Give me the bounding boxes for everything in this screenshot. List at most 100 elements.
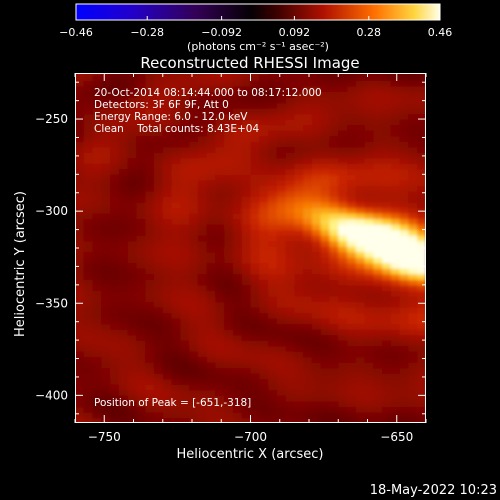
heat-cell bbox=[382, 240, 392, 247]
heat-cell bbox=[206, 174, 217, 181]
heat-cell bbox=[92, 329, 102, 336]
heat-cell bbox=[92, 395, 102, 402]
heat-cell bbox=[311, 356, 322, 363]
heat-cell bbox=[417, 334, 426, 341]
heat-cell bbox=[241, 74, 252, 81]
heat-cell bbox=[417, 400, 426, 408]
heat-cell bbox=[294, 312, 304, 319]
heat-cell bbox=[215, 163, 225, 170]
heat-cell bbox=[373, 174, 383, 181]
heat-cell bbox=[136, 318, 146, 325]
heat-cell bbox=[232, 141, 243, 148]
heat-cell bbox=[127, 108, 138, 115]
heat-cell bbox=[118, 362, 129, 369]
heat-cell bbox=[285, 400, 295, 408]
heat-cell bbox=[268, 157, 278, 164]
heat-cell bbox=[118, 318, 129, 325]
heat-cell bbox=[92, 218, 102, 225]
heat-cell bbox=[390, 301, 401, 308]
heat-cell bbox=[162, 378, 173, 385]
heat-cell bbox=[347, 74, 357, 81]
heat-cell bbox=[118, 389, 129, 396]
heat-cell bbox=[311, 389, 322, 396]
heat-cell bbox=[250, 389, 260, 396]
heat-cell bbox=[355, 190, 366, 198]
heat-cell bbox=[197, 362, 208, 369]
heat-cell bbox=[110, 141, 120, 148]
heat-cell bbox=[136, 290, 146, 297]
heat-cell bbox=[127, 246, 138, 253]
heat-cell bbox=[232, 113, 243, 120]
heat-cell bbox=[162, 268, 173, 275]
heat-cell bbox=[232, 384, 243, 391]
heat-cell bbox=[311, 378, 322, 385]
heat-cell bbox=[101, 124, 111, 131]
heat-cell bbox=[373, 96, 383, 104]
heat-cell bbox=[329, 312, 339, 319]
heat-cell bbox=[153, 290, 164, 297]
heat-cell bbox=[136, 400, 146, 408]
heat-cell bbox=[153, 306, 164, 314]
heat-cell bbox=[373, 190, 383, 198]
heat-cell bbox=[189, 224, 199, 231]
heat-cell bbox=[162, 240, 173, 247]
heat-cell bbox=[373, 80, 383, 87]
heat-cell bbox=[250, 130, 260, 137]
heat-cell bbox=[224, 85, 234, 93]
heat-cell bbox=[189, 400, 199, 408]
heat-cell bbox=[145, 235, 155, 242]
colorbar-tick-label: −0.46 bbox=[59, 26, 93, 39]
heat-cell bbox=[215, 179, 225, 186]
heat-cell bbox=[118, 373, 129, 380]
heat-cell bbox=[355, 384, 366, 391]
heat-cell bbox=[101, 329, 111, 336]
heat-cell bbox=[241, 406, 252, 413]
heat-cell bbox=[276, 279, 287, 286]
heat-cell bbox=[259, 356, 269, 363]
heat-cell bbox=[136, 229, 146, 236]
heat-cell bbox=[180, 295, 190, 303]
heat-cell bbox=[338, 240, 348, 247]
heat-cell bbox=[101, 334, 111, 341]
heat-cell bbox=[127, 102, 138, 109]
heat-cell bbox=[145, 257, 155, 264]
heat-cell bbox=[232, 235, 243, 242]
heat-cell bbox=[338, 91, 348, 98]
heat-cell bbox=[311, 229, 322, 236]
heat-cell bbox=[180, 213, 190, 220]
heat-cell bbox=[118, 168, 129, 175]
heat-cell bbox=[83, 113, 94, 120]
heat-cell bbox=[101, 384, 111, 391]
heat-cell bbox=[329, 96, 339, 104]
heat-cell bbox=[320, 246, 331, 253]
heat-cell bbox=[232, 334, 243, 341]
heat-cell bbox=[355, 130, 366, 137]
heat-cell bbox=[197, 152, 208, 159]
heat-cell bbox=[118, 334, 129, 341]
heat-cell bbox=[118, 257, 129, 264]
heat-cell bbox=[382, 251, 392, 258]
heat-cell bbox=[364, 73, 374, 76]
heat-cell bbox=[303, 312, 313, 319]
heat-cell bbox=[206, 190, 217, 198]
heat-cell bbox=[303, 279, 313, 286]
heat-cell bbox=[110, 334, 120, 341]
heat-cell bbox=[373, 207, 383, 214]
heat-cell bbox=[347, 185, 357, 192]
heat-cell bbox=[390, 356, 401, 363]
heat-cell bbox=[92, 196, 102, 203]
heat-cell bbox=[311, 190, 322, 198]
heat-cell bbox=[329, 168, 339, 175]
heat-cell bbox=[118, 251, 129, 258]
heat-cell bbox=[92, 135, 102, 142]
heat-cell bbox=[250, 80, 260, 87]
heat-cell bbox=[329, 207, 339, 214]
heat-cell bbox=[259, 124, 269, 131]
heat-cell bbox=[83, 224, 94, 231]
heat-cell bbox=[241, 362, 252, 369]
heat-cell bbox=[241, 218, 252, 225]
heat-cell bbox=[153, 179, 164, 186]
heat-cell bbox=[75, 268, 85, 275]
heat-cell bbox=[232, 185, 243, 192]
heat-cell bbox=[250, 384, 260, 391]
